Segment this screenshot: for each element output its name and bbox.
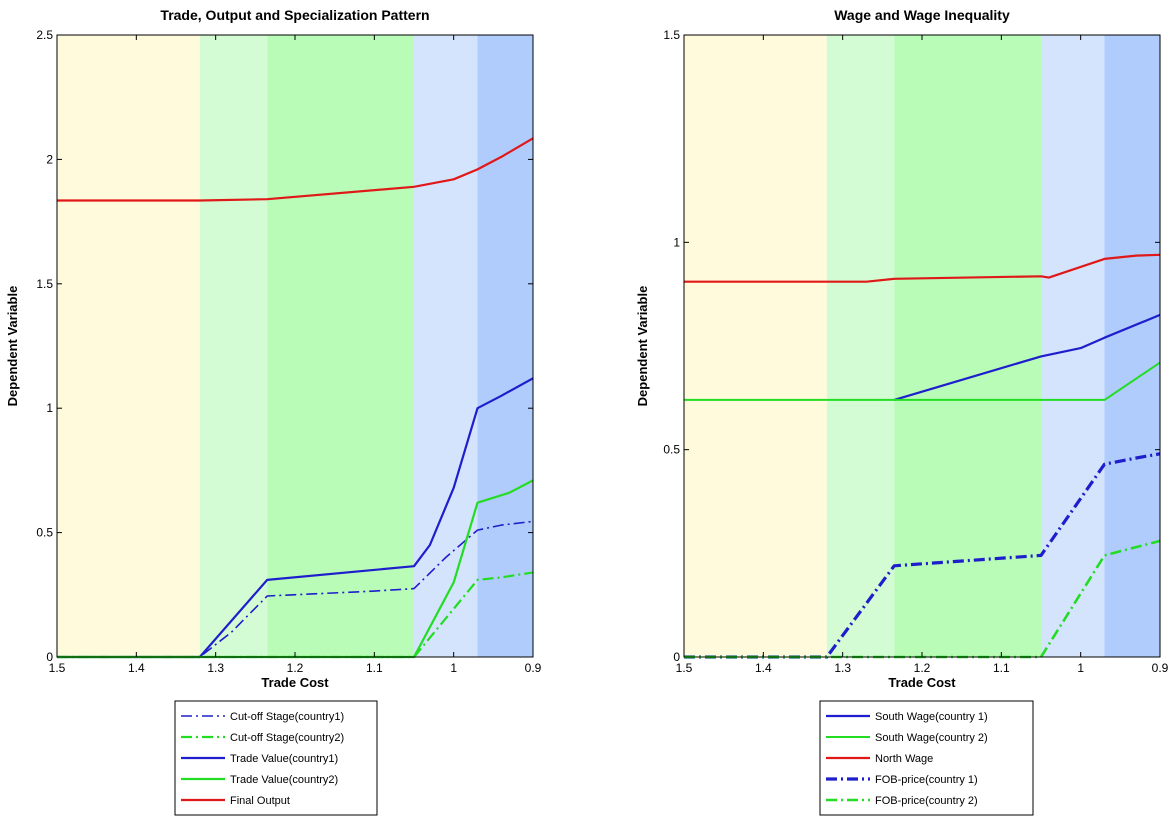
chart-wage-inequality: 1.5 1.4 1.3 1.2 1.1 1 0.9 0 0.5 1 1.5 Wage and Wage… — [635, 7, 1169, 816]
x-tick-label: 1.1 — [993, 661, 1010, 675]
series-line-3 — [57, 377, 534, 659]
region-band — [1041, 35, 1105, 657]
region-band — [684, 35, 827, 657]
x-tick-label: 1.3 — [207, 661, 224, 675]
x-axis-label: Trade Cost — [261, 675, 329, 690]
x-tick-label: 1.3 — [834, 661, 851, 675]
y-tick-label: 0.5 — [36, 526, 53, 540]
x-tick-label: 0.9 — [525, 661, 542, 675]
y-tick-label: 0 — [673, 650, 680, 664]
region-band — [1104, 35, 1160, 657]
x-tick-label: 1.1 — [366, 661, 383, 675]
legend-label: Cut-off Stage(country1) — [230, 711, 344, 723]
region-band — [414, 35, 478, 657]
x-tick-label: 1.2 — [287, 661, 304, 675]
x-tick-label: 0.9 — [1152, 661, 1169, 675]
legend-label: Final Output — [230, 795, 290, 807]
x-tick-label: 1.4 — [128, 661, 145, 675]
chart-trade-output: 1.5 1.4 1.3 1.2 1.1 1 0.9 0 0.5 1 1.5 2 2.5 Trade, Ou… — [5, 7, 542, 816]
y-tick-label: 0 — [46, 650, 53, 664]
y-tick-label: 1.5 — [36, 277, 53, 291]
region-band — [199, 35, 268, 657]
region-band — [477, 35, 533, 657]
region-band — [826, 35, 895, 657]
legend-label: Trade Value(country1) — [230, 753, 338, 765]
series-line-5 — [57, 137, 534, 202]
legend-label: South Wage(country 2) — [875, 732, 988, 744]
y-axis-label: Dependent Variable — [635, 286, 650, 407]
y-tick-label: 2.5 — [36, 28, 53, 42]
series-line-1 — [893, 313, 1161, 401]
x-tick-label: 1 — [1077, 661, 1084, 675]
legend-label: FOB-price(country 1) — [875, 774, 978, 786]
series-line-2 — [684, 361, 1161, 401]
region-band — [894, 35, 1041, 657]
legend-box — [174, 700, 378, 816]
region-band — [57, 35, 200, 657]
series-line-4 — [684, 452, 1161, 659]
legend-label: North Wage — [875, 753, 933, 765]
x-axis-label: Trade Cost — [888, 675, 956, 690]
series-line-3 — [684, 253, 1161, 283]
legend-label: South Wage(country 1) — [875, 711, 988, 723]
y-tick-label: 1.5 — [663, 28, 680, 42]
series-line-1 — [57, 520, 534, 658]
y-tick-label: 0.5 — [663, 443, 680, 457]
x-tick-label: 1.4 — [755, 661, 772, 675]
region-band — [267, 35, 414, 657]
x-tick-label: 1.2 — [914, 661, 931, 675]
legend-label: FOB-price(country 2) — [875, 795, 978, 807]
legend-label: Cut-off Stage(country2) — [230, 732, 344, 744]
x-tick-label: 1.5 — [49, 661, 66, 675]
y-tick-label: 2 — [46, 152, 53, 166]
legend-label: Trade Value(country2) — [230, 774, 338, 786]
y-axis-label: Dependent Variable — [5, 286, 20, 407]
y-tick-label: 1 — [673, 235, 680, 249]
chart-title: Trade, Output and Specialization Pattern — [160, 7, 429, 23]
x-tick-label: 1 — [450, 661, 457, 675]
chart-title: Wage and Wage Inequality — [834, 7, 1010, 23]
y-tick-label: 1 — [46, 401, 53, 415]
x-tick-label: 1.5 — [676, 661, 693, 675]
